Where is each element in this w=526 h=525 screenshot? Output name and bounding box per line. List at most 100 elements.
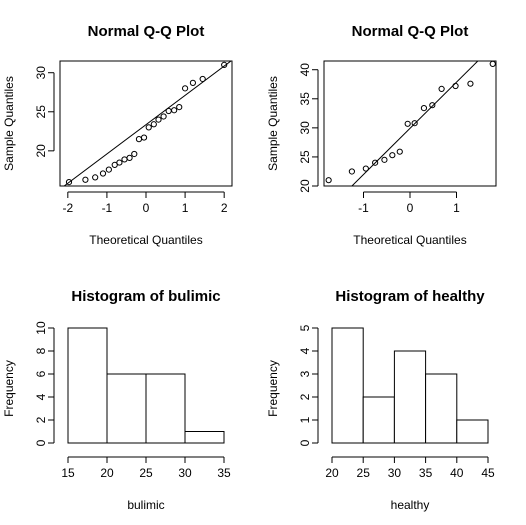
panel-2: Normal Q-Q Plot Theoretical Quantiles Samp… xyxy=(266,23,497,247)
qq-point xyxy=(181,85,189,92)
histogram-bar xyxy=(106,373,147,444)
y-tick-label: 2 xyxy=(298,393,312,400)
histogram-bar xyxy=(184,431,225,444)
x-axis-label: healthy xyxy=(391,498,430,512)
qq-point xyxy=(389,152,396,159)
y-axis-label: Frequency xyxy=(266,360,280,417)
y-tick-label: 35 xyxy=(298,92,312,106)
y-tick-label: 5 xyxy=(298,324,312,331)
y-tick-label: 30 xyxy=(298,121,312,135)
qq-point xyxy=(411,120,418,127)
qq-point xyxy=(160,113,167,120)
qq-point xyxy=(131,150,138,158)
histogram-bar xyxy=(393,350,427,444)
chart-title: Histogram of healthy xyxy=(335,288,485,305)
y-tick-label: 20 xyxy=(298,179,312,193)
chart-title: Normal Q-Q Plot xyxy=(352,23,469,40)
y-tick-label: 4 xyxy=(298,347,312,354)
panel-1: Normal Q-Q Plot Theoretical Quantiles Samp… xyxy=(2,23,233,247)
qq-point xyxy=(429,102,436,109)
qq-point xyxy=(105,166,112,173)
qq-point xyxy=(155,116,162,123)
qq-point xyxy=(199,75,206,83)
y-tick-label: 1 xyxy=(298,416,312,423)
x-tick-label: 20 xyxy=(100,466,114,480)
qq-point xyxy=(396,148,403,155)
chart-title: Histogram of bulimic xyxy=(71,288,220,305)
x-tick-label: 2 xyxy=(221,201,228,215)
x-tick-label: 25 xyxy=(139,466,153,480)
y-tick-label: 30 xyxy=(34,66,48,80)
x-axis-label: Theoretical Quantiles xyxy=(89,233,202,247)
plot-frame xyxy=(59,60,233,187)
y-tick-label: 20 xyxy=(34,144,48,158)
y-tick-label: 10 xyxy=(34,321,48,335)
x-tick-label: 25 xyxy=(357,466,371,480)
x-axis-label: bulimic xyxy=(127,498,164,512)
x-tick-label: 35 xyxy=(419,466,433,480)
qq-point xyxy=(92,174,99,181)
qq-point xyxy=(452,82,459,90)
y-axis-label: Sample Quantiles xyxy=(266,76,280,171)
y-tick-label: 2 xyxy=(34,416,48,423)
x-tick-label: -1 xyxy=(358,201,369,215)
qq-point xyxy=(111,161,118,169)
plot-frame xyxy=(323,60,497,187)
x-tick-label: 35 xyxy=(217,466,231,480)
y-tick-label: 6 xyxy=(34,370,48,377)
qq-point xyxy=(99,170,107,177)
x-tick-label: -2 xyxy=(62,201,73,215)
qq-point xyxy=(420,104,428,112)
histogram-bar xyxy=(331,327,364,444)
qq-point xyxy=(348,168,355,175)
qq-point xyxy=(467,80,474,87)
chart-title: Normal Q-Q Plot xyxy=(88,23,205,40)
x-tick-label: -1 xyxy=(102,201,113,215)
qq-point xyxy=(150,121,157,128)
qq-point xyxy=(82,176,89,183)
qq-point xyxy=(176,103,183,111)
histogram-bar xyxy=(362,396,395,444)
histogram-bar xyxy=(425,373,458,444)
y-tick-label: 0 xyxy=(298,439,312,446)
histogram-bar xyxy=(456,419,489,444)
qq-point xyxy=(126,154,133,161)
y-tick-label: 25 xyxy=(298,150,312,164)
qq-point xyxy=(362,165,369,172)
qq-point xyxy=(489,60,496,68)
x-tick-label: 30 xyxy=(388,466,402,480)
y-axis-label: Frequency xyxy=(2,360,16,417)
y-tick-label: 25 xyxy=(34,105,48,119)
x-tick-label: 30 xyxy=(178,466,192,480)
x-tick-label: 0 xyxy=(143,201,150,215)
y-tick-label: 4 xyxy=(34,393,48,400)
qq-point xyxy=(381,156,388,163)
qq-point xyxy=(325,177,332,184)
qq-reference-line xyxy=(351,61,479,186)
qq-point xyxy=(372,159,379,166)
qq-point xyxy=(438,85,445,93)
x-axis-label: Theoretical Quantiles xyxy=(353,233,466,247)
x-tick-label: 20 xyxy=(325,466,339,480)
x-tick-label: 40 xyxy=(450,466,464,480)
y-tick-label: 0 xyxy=(34,439,48,446)
qq-point xyxy=(65,178,73,186)
y-tick-label: 3 xyxy=(298,370,312,377)
qq-point xyxy=(145,124,152,131)
y-tick-label: 8 xyxy=(34,347,48,354)
qq-point xyxy=(140,134,148,141)
y-tick-label: 40 xyxy=(298,63,312,77)
qq-point xyxy=(116,159,123,166)
histogram-bar xyxy=(67,327,108,444)
qq-point xyxy=(189,79,197,86)
y-axis-label: Sample Quantiles xyxy=(2,76,16,171)
x-tick-label: 0 xyxy=(407,201,414,215)
x-tick-label: 15 xyxy=(61,466,75,480)
qq-point xyxy=(221,61,228,69)
histogram-bar xyxy=(145,373,186,444)
x-tick-label: 1 xyxy=(453,201,460,215)
x-tick-label: 45 xyxy=(481,466,495,480)
